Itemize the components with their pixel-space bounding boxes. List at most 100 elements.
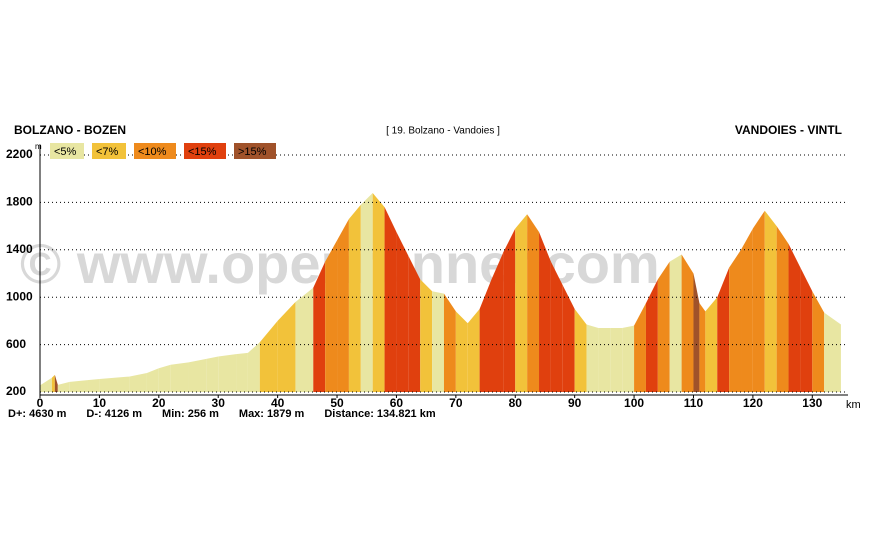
x-tick-label: 130	[802, 396, 822, 410]
profile-segment	[824, 312, 841, 392]
profile-segment	[610, 328, 623, 392]
profile-segment	[40, 377, 52, 392]
profile-segment	[218, 354, 237, 392]
y-tick-label: 1000	[6, 289, 33, 303]
profile-segment	[247, 342, 260, 392]
x-tick-label: 120	[743, 396, 763, 410]
profile-segment	[158, 364, 171, 392]
stat: D-: 4126 m	[86, 408, 142, 420]
profile-segment	[598, 328, 611, 392]
x-tick-label: 80	[509, 396, 523, 410]
profile-segment	[372, 193, 385, 392]
profile-segment	[396, 232, 409, 392]
profile-segment	[634, 303, 646, 392]
x-tick-label: 100	[624, 396, 644, 410]
legend-swatch	[50, 143, 84, 159]
x-tick-label: 50	[330, 396, 344, 410]
profile-segment	[87, 378, 100, 392]
x-tick-label: 30	[212, 396, 226, 410]
legend-label: >15%	[238, 146, 267, 158]
profile-segment	[146, 368, 159, 392]
profile-segment	[657, 261, 670, 392]
profile-segment	[313, 261, 326, 392]
x-tick-label: 110	[684, 396, 704, 410]
stat: Max: 1879 m	[239, 408, 305, 420]
profile-segment	[800, 267, 813, 392]
profile-segment	[550, 261, 563, 392]
stat: Min: 256 m	[162, 408, 219, 420]
profile-segment	[170, 362, 189, 392]
profile-segment	[325, 240, 338, 392]
legend-label: <5%	[54, 146, 77, 158]
legend-swatch	[184, 143, 226, 159]
x-axis-label: km	[846, 399, 861, 411]
profile-segment	[752, 210, 765, 392]
x-tick-label: 20	[152, 396, 166, 410]
profile-segment	[99, 376, 130, 392]
profile-segment	[764, 210, 777, 392]
end-label: VANDOIES - VINTL	[735, 123, 842, 137]
profile-segment	[562, 285, 575, 392]
profile-segment	[408, 255, 421, 392]
x-tick-label: 60	[390, 396, 404, 410]
profile-segment	[57, 381, 70, 392]
profile-segment	[539, 232, 551, 392]
profile-segment	[236, 352, 248, 392]
x-tick-label: 10	[93, 396, 107, 410]
y-axis-label: m	[35, 142, 42, 151]
profile-segment	[527, 214, 540, 392]
profile-segment	[788, 243, 801, 392]
profile-segment	[432, 291, 444, 392]
legend-swatch	[234, 143, 276, 159]
legend-label: <15%	[188, 146, 217, 158]
profile-segment	[645, 279, 658, 392]
profile-segment	[693, 273, 700, 392]
profile-segment	[348, 204, 361, 392]
profile-segment	[51, 374, 55, 392]
profile-segment	[295, 287, 314, 392]
profile-segment	[467, 309, 480, 392]
chart-title: [ 19. Bolzano - Vandoies ]	[386, 126, 500, 137]
profile-segment	[491, 252, 504, 392]
profile-segment	[420, 279, 433, 392]
start-label: BOLZANO - BOZEN	[14, 123, 126, 137]
profile-segment	[812, 291, 825, 392]
stat: D+: 4630 m	[8, 408, 67, 420]
legend-label: <7%	[96, 146, 119, 158]
profile-segment	[669, 254, 682, 392]
y-tick-label: 1400	[6, 242, 33, 256]
y-tick-label: 2200	[6, 147, 33, 161]
profile-segment	[443, 293, 456, 392]
x-tick-label: 70	[449, 396, 463, 410]
profile-segment	[188, 358, 207, 392]
profile-segment	[384, 207, 397, 392]
profile-segment	[54, 374, 58, 392]
x-tick-label: 40	[271, 396, 285, 410]
stat: Distance: 134.821 km	[324, 408, 436, 420]
profile-segment	[69, 380, 88, 392]
x-tick-label: 90	[568, 396, 582, 410]
profile-segment	[574, 309, 587, 392]
profile-segment	[479, 279, 492, 392]
legend-label: <10%	[138, 146, 167, 158]
profile-segment	[741, 228, 753, 392]
profile-segment	[776, 226, 789, 392]
profile-segment	[277, 301, 296, 392]
profile-segment	[681, 254, 694, 392]
profile-segment	[586, 324, 599, 392]
x-tick-label: 0	[37, 396, 44, 410]
y-tick-label: 1800	[6, 195, 33, 209]
profile-segment	[729, 249, 742, 392]
profile-segment	[622, 325, 635, 392]
profile-segment	[717, 267, 730, 392]
profile-segment	[129, 373, 147, 392]
legend-swatch	[134, 143, 176, 159]
y-tick-label: 200	[6, 384, 26, 398]
profile-segment	[699, 303, 706, 392]
profile-segment	[503, 228, 516, 392]
profile-segment	[705, 297, 718, 392]
profile-segment	[337, 218, 349, 392]
profile-segment	[206, 356, 219, 392]
legend-swatch	[92, 143, 126, 159]
